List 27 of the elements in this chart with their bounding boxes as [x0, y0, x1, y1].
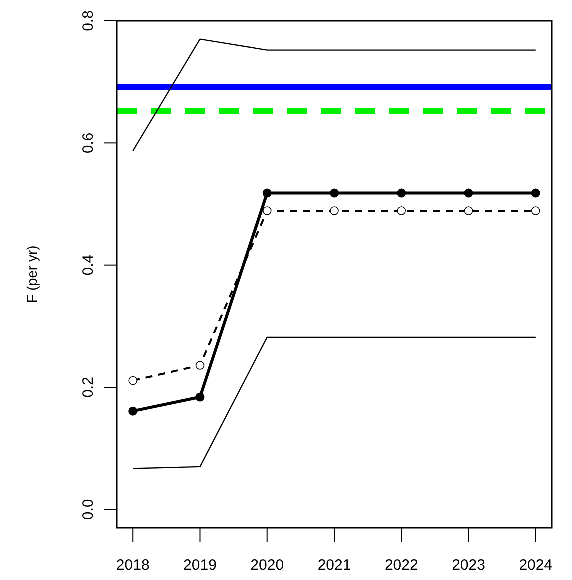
point [397, 188, 406, 198]
x-tick-label: 2021 [318, 557, 352, 574]
point [330, 206, 339, 216]
point [196, 392, 205, 402]
y-axis-title: F (per yr) [24, 246, 40, 304]
x-tick-label: 2023 [452, 557, 486, 574]
x-tick-label: 2024 [519, 557, 553, 574]
x-tick-label: 2022 [384, 557, 418, 574]
y-tick-label: 0.2 [80, 377, 97, 398]
point [397, 206, 406, 216]
point [464, 188, 474, 198]
y-tick-label: 0.6 [80, 132, 97, 154]
point [330, 188, 339, 198]
y-tick-label: 0.8 [80, 10, 97, 32]
x-tick-label: 2019 [184, 557, 217, 574]
x-tick-label: 2018 [116, 557, 150, 574]
point [464, 206, 474, 216]
point [262, 206, 272, 216]
point [531, 206, 540, 216]
y-tick-label: 0.0 [80, 499, 97, 520]
y-tick-label: 0.4 [80, 254, 97, 276]
point [128, 406, 138, 416]
point [262, 188, 272, 198]
point [128, 376, 138, 386]
point [531, 188, 540, 198]
point [196, 361, 205, 370]
x-tick-label: 2020 [250, 557, 284, 574]
